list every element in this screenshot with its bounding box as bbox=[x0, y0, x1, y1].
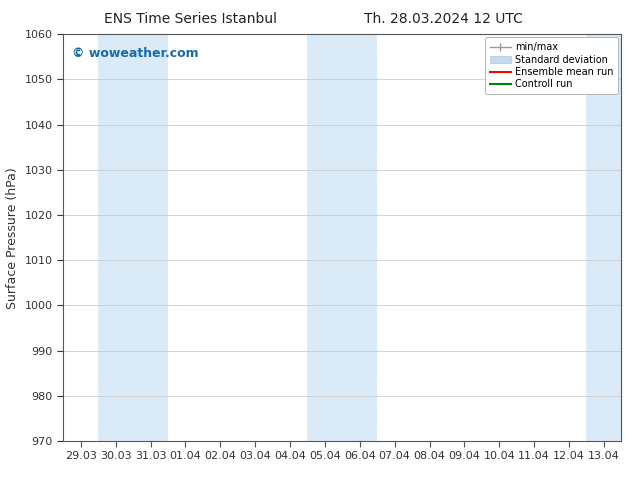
Text: Th. 28.03.2024 12 UTC: Th. 28.03.2024 12 UTC bbox=[365, 12, 523, 26]
Bar bbox=[307, 34, 377, 441]
Text: © woweather.com: © woweather.com bbox=[72, 47, 198, 59]
Bar bbox=[98, 34, 168, 441]
Y-axis label: Surface Pressure (hPa): Surface Pressure (hPa) bbox=[6, 167, 19, 309]
Legend: min/max, Standard deviation, Ensemble mean run, Controll run: min/max, Standard deviation, Ensemble me… bbox=[485, 37, 618, 94]
Text: ENS Time Series Istanbul: ENS Time Series Istanbul bbox=[104, 12, 276, 26]
Bar bbox=[586, 34, 621, 441]
